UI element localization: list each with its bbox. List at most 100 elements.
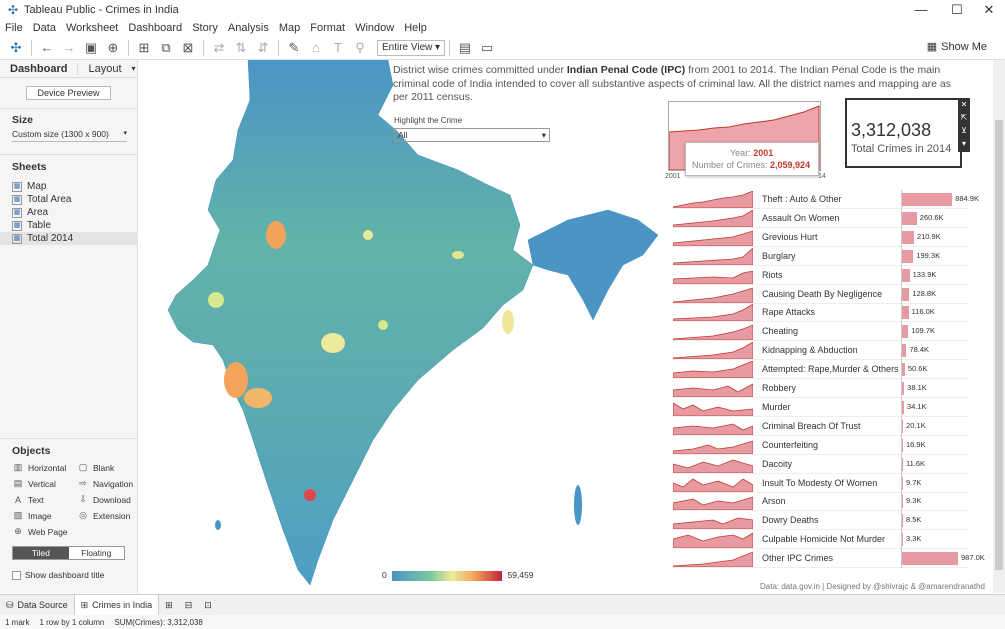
crime-sparkline[interactable] [673,342,753,360]
northeast-region[interactable] [527,209,659,321]
object-extension[interactable]: ◎ Extension [77,509,142,522]
crime-row[interactable]: Theft : Auto & Other 884.9K [673,190,979,209]
new-data-source-icon[interactable]: ⊕ [107,39,119,55]
object-image[interactable]: ▨ Image [12,509,77,522]
save-icon[interactable]: ▣ [84,39,98,55]
tableau-home-icon[interactable]: ✣ [10,39,22,55]
crime-row[interactable]: Cheating 109.7K [673,322,968,342]
duplicate-icon[interactable]: ⧉ [161,39,171,55]
swap-icon[interactable]: ⇄ [213,39,225,55]
show-title-option[interactable]: Show dashboard title [12,570,104,580]
menu-story[interactable]: Story [192,22,218,34]
crime-sparkline[interactable] [673,267,753,284]
menu-map[interactable]: Map [278,22,301,34]
crime-row[interactable]: Counterfeiting 16.9K [673,435,968,455]
hotspot-district[interactable] [266,221,286,249]
new-story-tab[interactable]: ⊡ [198,595,218,616]
crime-bar[interactable] [902,476,903,490]
object-blank[interactable]: ▢ Blank [77,461,142,474]
crime-row[interactable]: Murder 34.1K [673,397,968,417]
crime-bar[interactable] [902,552,958,566]
crime-row[interactable]: Rape Attacks 116.0K [673,303,968,323]
crime-sparkline[interactable] [673,247,753,265]
highlight-crime-select[interactable]: All ▾ [394,128,550,142]
crime-bar[interactable] [902,438,903,452]
crime-row[interactable]: Arson 9.3K [673,492,968,512]
go-to-sheet-icon[interactable]: ⇱ [960,113,968,122]
group-icon[interactable]: ⌂ [312,39,320,55]
size-select[interactable]: Custom size (1300 x 900) ▾ [12,129,127,142]
highlight-district[interactable] [452,251,464,259]
menu-help[interactable]: Help [404,22,427,34]
tab-layout[interactable]: Layout [77,62,131,75]
filter-icon[interactable]: ⊻ [961,126,967,135]
crime-row[interactable]: Burglary 199.3K [673,246,968,266]
crime-bar[interactable] [902,230,914,244]
hotspot-district[interactable] [304,489,316,501]
undo-icon[interactable]: ← [40,39,54,55]
crime-bar[interactable] [902,306,909,320]
menu-dashboard[interactable]: Dashboard [128,22,183,34]
more-options-icon[interactable]: ▾ [961,139,966,148]
show-title-checkbox[interactable] [12,570,21,580]
menu-analysis[interactable]: Analysis [227,22,269,34]
crime-sparkline[interactable] [673,323,753,341]
crime-sparkline[interactable] [673,512,753,530]
highlight-district[interactable] [378,320,388,330]
minimize-button[interactable]: — [914,2,928,17]
crime-sparkline[interactable] [673,550,753,568]
object-web-page[interactable]: ⊕ Web Page [12,525,77,538]
object-download[interactable]: ⇩ Download [77,493,142,506]
menu-worksheet[interactable]: Worksheet [65,22,119,34]
highlight-icon[interactable]: ✎ [288,39,300,55]
crime-sparkline[interactable] [673,229,753,246]
new-dashboard-tab[interactable]: ⊟ [179,595,199,616]
crime-bar[interactable] [902,495,903,509]
crime-sparkline[interactable] [673,493,753,511]
crime-bar[interactable] [902,268,910,282]
crime-row[interactable]: Attempted: Rape,Murder & Others 50.6K [673,360,968,380]
sheet-item-total-2014[interactable]: ▦ Total 2014 [0,232,138,245]
scrollbar-thumb[interactable] [995,120,1003,570]
crime-bar[interactable] [902,514,903,528]
crime-sparkline[interactable] [673,437,753,454]
device-preview-button[interactable]: Device Preview [26,86,111,100]
menu-format[interactable]: Format [310,22,346,34]
highlight-district[interactable] [321,333,345,353]
data-source-tab[interactable]: ⛁ Data Source [0,595,74,616]
crime-row[interactable]: Criminal Breach Of Trust 20.1K [673,416,968,436]
sheet-item-map[interactable]: ▦ Map [0,180,138,193]
sheet-item-table[interactable]: ▦ Table [0,219,138,232]
tab-dashboard[interactable]: Dashboard [10,62,68,75]
sheet-item-total-area[interactable]: ▦ Total Area [0,193,138,206]
pane-menu-icon[interactable]: ▾ [131,64,136,73]
object-horizontal[interactable]: ▥ Horizontal [12,461,77,474]
menu-window[interactable]: Window [355,22,395,34]
crime-bar[interactable] [902,211,917,225]
close-button[interactable]: ✕ [983,2,995,17]
menu-data[interactable]: Data [32,22,56,34]
crime-sparkline[interactable] [673,380,753,397]
crime-bar[interactable] [902,325,909,339]
view-size-select[interactable]: Entire View ▾ [377,39,445,56]
highlight-district[interactable] [208,292,224,308]
hotspot-district[interactable] [224,362,248,398]
crime-bar[interactable] [902,457,903,471]
crime-row[interactable]: Riots 133.9K [673,265,968,285]
object-text[interactable]: A Text [12,493,77,506]
presentation-icon[interactable]: ▭ [480,39,494,55]
close-icon[interactable]: ✕ [960,100,968,109]
highlight-district[interactable] [502,310,514,334]
sort-ascending-icon[interactable]: ⇅ [235,39,247,55]
crime-row[interactable]: Assault On Women 260.6K [673,208,968,228]
crime-sparkline[interactable] [673,399,753,416]
crime-row[interactable]: Causing Death By Negligence 128.8K [673,284,968,304]
highlight-district[interactable] [363,230,373,240]
show-me-button[interactable]: ▦ Show Me [927,40,987,54]
crime-bar[interactable] [902,287,910,301]
tab-crimes-in-india[interactable]: ⊞ Crimes in India [73,594,160,616]
crime-sparkline[interactable] [673,456,753,473]
crime-row[interactable]: Dowry Deaths 8.5K [673,511,968,531]
clear-sheet-icon[interactable]: ⊠ [182,39,194,55]
total-2014-kpi[interactable]: 3,312,038 Total Crimes in 2014 [845,98,962,168]
